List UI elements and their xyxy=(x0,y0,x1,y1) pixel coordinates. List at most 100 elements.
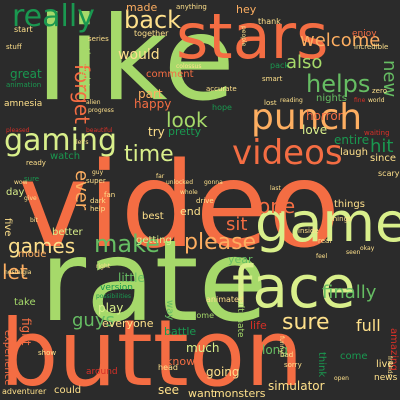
word-see: see xyxy=(158,383,180,397)
word-seen: seen xyxy=(346,249,361,256)
word-super: super xyxy=(86,177,106,185)
word-let: let xyxy=(2,260,28,284)
word-simulator: simulator xyxy=(268,379,325,393)
word-stuff: stuff xyxy=(6,43,22,51)
word-also: also xyxy=(286,52,323,73)
word-made: made xyxy=(126,1,158,14)
word-best: best xyxy=(142,211,164,222)
word-could: could xyxy=(54,385,82,396)
word-videos: videos xyxy=(232,133,343,173)
word-experience: experience xyxy=(2,330,13,386)
word-like: like xyxy=(36,0,235,127)
word-zero: zero xyxy=(372,87,387,95)
word-entire: entire xyxy=(334,133,370,147)
word-things: things xyxy=(334,199,365,210)
word-amnesia: amnesia xyxy=(4,99,43,109)
word-take: take xyxy=(14,297,36,308)
word-try: try xyxy=(148,125,165,139)
word-fan: fan xyxy=(104,191,116,199)
word-button: button xyxy=(0,300,304,400)
word-sure-2: sure xyxy=(24,175,40,183)
word-wow: wow xyxy=(14,179,28,186)
word-welcome: welcome xyxy=(300,30,381,51)
word-please: please xyxy=(184,230,257,255)
word-gaming: gaming xyxy=(4,123,118,158)
word-pleased: pleased xyxy=(6,127,30,134)
word-guys: guys xyxy=(72,310,115,331)
word-reading: reading xyxy=(280,97,303,104)
word-want: want xyxy=(188,387,216,400)
word-nostalgia: nostalgia xyxy=(4,269,32,276)
word-going: going xyxy=(206,365,240,379)
word-together: together xyxy=(134,29,169,38)
word-face: face xyxy=(232,253,356,321)
word-anything: anything xyxy=(176,3,207,11)
word-lets: let's xyxy=(76,139,89,146)
word-bit: bit xyxy=(30,217,38,224)
word-become: become xyxy=(182,311,215,320)
word-day: day xyxy=(6,187,25,198)
word-end: end xyxy=(180,205,201,218)
word-whole: whole xyxy=(180,189,198,196)
word-animation: animation xyxy=(6,81,42,89)
word-around: around xyxy=(86,367,118,377)
word-play: play xyxy=(98,301,124,315)
word-world: world xyxy=(368,97,385,104)
word-start: start xyxy=(14,25,33,34)
word-back: back xyxy=(124,6,182,34)
word-games: games xyxy=(8,234,76,258)
word-punch: punch xyxy=(251,97,363,138)
word-know: know xyxy=(166,355,196,368)
word-inside: inside xyxy=(298,227,319,235)
word-hope: hope xyxy=(212,103,232,112)
word-things-2: things xyxy=(330,215,352,223)
word-smart: smart xyxy=(262,75,283,83)
word-sorry: sorry xyxy=(284,361,302,369)
word-comment: comment xyxy=(146,69,194,80)
word-love: love xyxy=(302,123,328,137)
word-look: look xyxy=(166,108,208,132)
word-people: people xyxy=(240,26,247,47)
word-full: full xyxy=(356,316,381,335)
word-laugh: laugh xyxy=(340,147,368,158)
word-think: think xyxy=(316,352,327,378)
word-help: help xyxy=(90,205,106,213)
word-lost: lost xyxy=(264,99,277,107)
word-time: time xyxy=(124,142,174,167)
word-beautiful: beautiful xyxy=(86,127,113,134)
word-better: better xyxy=(52,227,83,238)
word-progress: progress xyxy=(88,107,114,114)
word-pack: pack xyxy=(270,61,290,70)
word-bad: bad xyxy=(280,351,294,359)
word-nights: nights xyxy=(316,93,347,104)
word-funny: funny xyxy=(278,336,285,354)
word-alien: alien xyxy=(86,99,101,106)
word-little: little xyxy=(118,271,145,285)
word-okay: okay xyxy=(360,245,375,252)
word-incredible: incredible xyxy=(354,43,389,51)
word-pretty: pretty xyxy=(168,125,202,138)
word-animated: animated xyxy=(206,295,245,304)
word-unlocked: unlocked xyxy=(166,179,194,186)
word-hit: hit xyxy=(370,136,394,157)
word-give: give xyxy=(24,195,37,202)
word-mode: mode xyxy=(18,249,47,260)
word-helps: helps xyxy=(306,70,371,98)
word-year: year xyxy=(228,253,253,266)
word-video: video xyxy=(18,136,341,274)
word-thought: thought xyxy=(80,48,91,88)
word-version: version xyxy=(100,283,133,293)
word-thank: thank xyxy=(258,17,281,26)
word-dark: dark xyxy=(90,197,106,205)
word-accurate: accurate xyxy=(206,85,237,93)
word-make: make xyxy=(94,230,160,258)
word-waiting: waiting xyxy=(364,129,390,137)
word-fight: fight xyxy=(19,318,33,346)
word-series: series xyxy=(88,35,109,43)
word-hey: hey xyxy=(236,3,257,16)
word-everyone: everyone xyxy=(102,317,154,330)
word-life: life xyxy=(250,319,267,332)
word-five: five xyxy=(2,218,13,237)
word-since: since xyxy=(370,153,396,164)
word-far: far xyxy=(156,173,165,180)
